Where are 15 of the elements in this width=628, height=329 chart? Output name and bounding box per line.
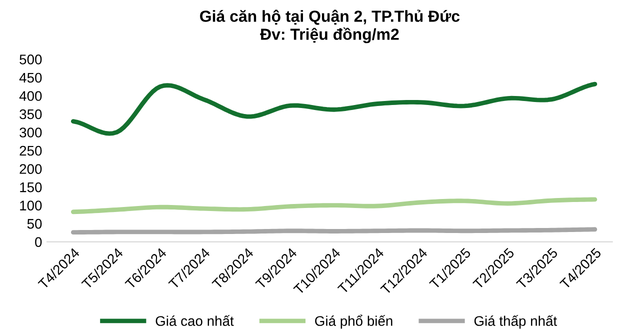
y-tick-label: 200 (20, 164, 42, 174)
chart-title: Giá căn hộ tại Quận 2, TP.Thủ Đức Đv: Triệu đồng/m2 (200, 10, 460, 44)
legend-label: Giá cao nhất (156, 315, 234, 326)
y-tick-label: 0 (35, 237, 42, 247)
legend-label: Giá thấp nhất (474, 315, 557, 329)
y-tick-label: 50 (27, 218, 42, 229)
y-tick-label: 300 (20, 128, 42, 138)
y-tick-label: 350 (20, 109, 42, 120)
y-tick-label: 400 (19, 91, 42, 101)
y-tick-label: 100 (20, 200, 42, 210)
y-tick-label: 450 (19, 72, 42, 83)
legend-label: Giá phổ biến (315, 314, 392, 329)
y-tick-label: 500 (20, 54, 42, 64)
y-tick-label: 150 (20, 182, 42, 192)
y-tick-label: 250 (20, 146, 42, 156)
